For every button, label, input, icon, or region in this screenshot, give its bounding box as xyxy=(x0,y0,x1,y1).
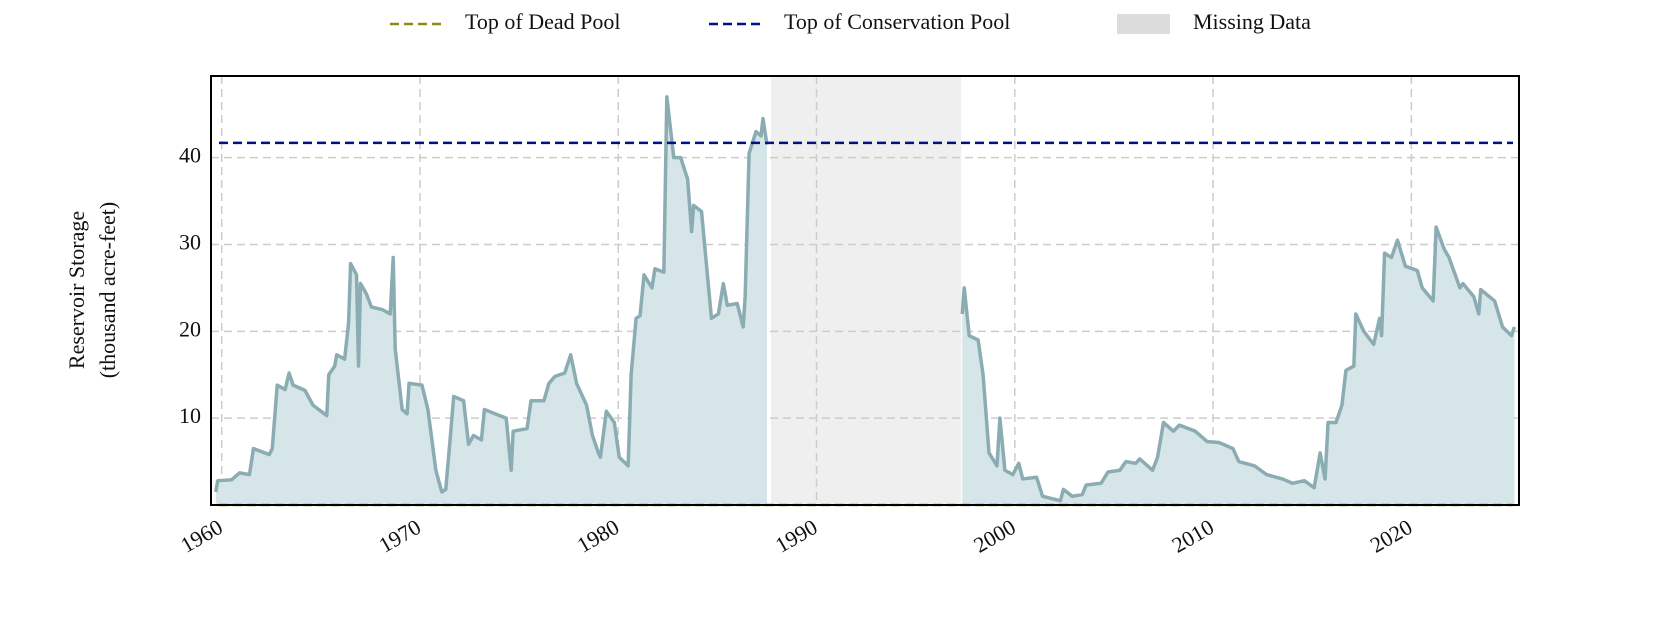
x-tick-label: 2010 xyxy=(1167,514,1218,558)
legend-label: Top of Conservation Pool xyxy=(784,9,1010,34)
legend-label: Missing Data xyxy=(1193,9,1311,34)
y-tick-label: 40 xyxy=(179,143,201,168)
storage-line xyxy=(214,95,1517,503)
x-tick-label: 1960 xyxy=(176,514,227,558)
x-tick-label: 2020 xyxy=(1366,514,1417,558)
y-tick-label: 30 xyxy=(179,230,201,255)
plot-frame xyxy=(210,75,1520,506)
y-axis-label: Reservoir Storage xyxy=(64,211,89,369)
x-tick-label: 1980 xyxy=(573,514,624,558)
y-tick-label: 20 xyxy=(179,316,201,341)
y-tick-label: 10 xyxy=(179,403,201,428)
legend-label: Top of Dead Pool xyxy=(465,9,621,34)
x-tick-label: 1970 xyxy=(374,514,425,558)
storage-area xyxy=(215,96,1515,505)
missing-band xyxy=(770,76,962,505)
x-tick-label: 2000 xyxy=(969,514,1020,558)
legend-swatch xyxy=(1117,14,1170,34)
x-tick-label: 1990 xyxy=(771,514,822,558)
y-axis-label: (thousand acre-feet) xyxy=(95,202,120,379)
